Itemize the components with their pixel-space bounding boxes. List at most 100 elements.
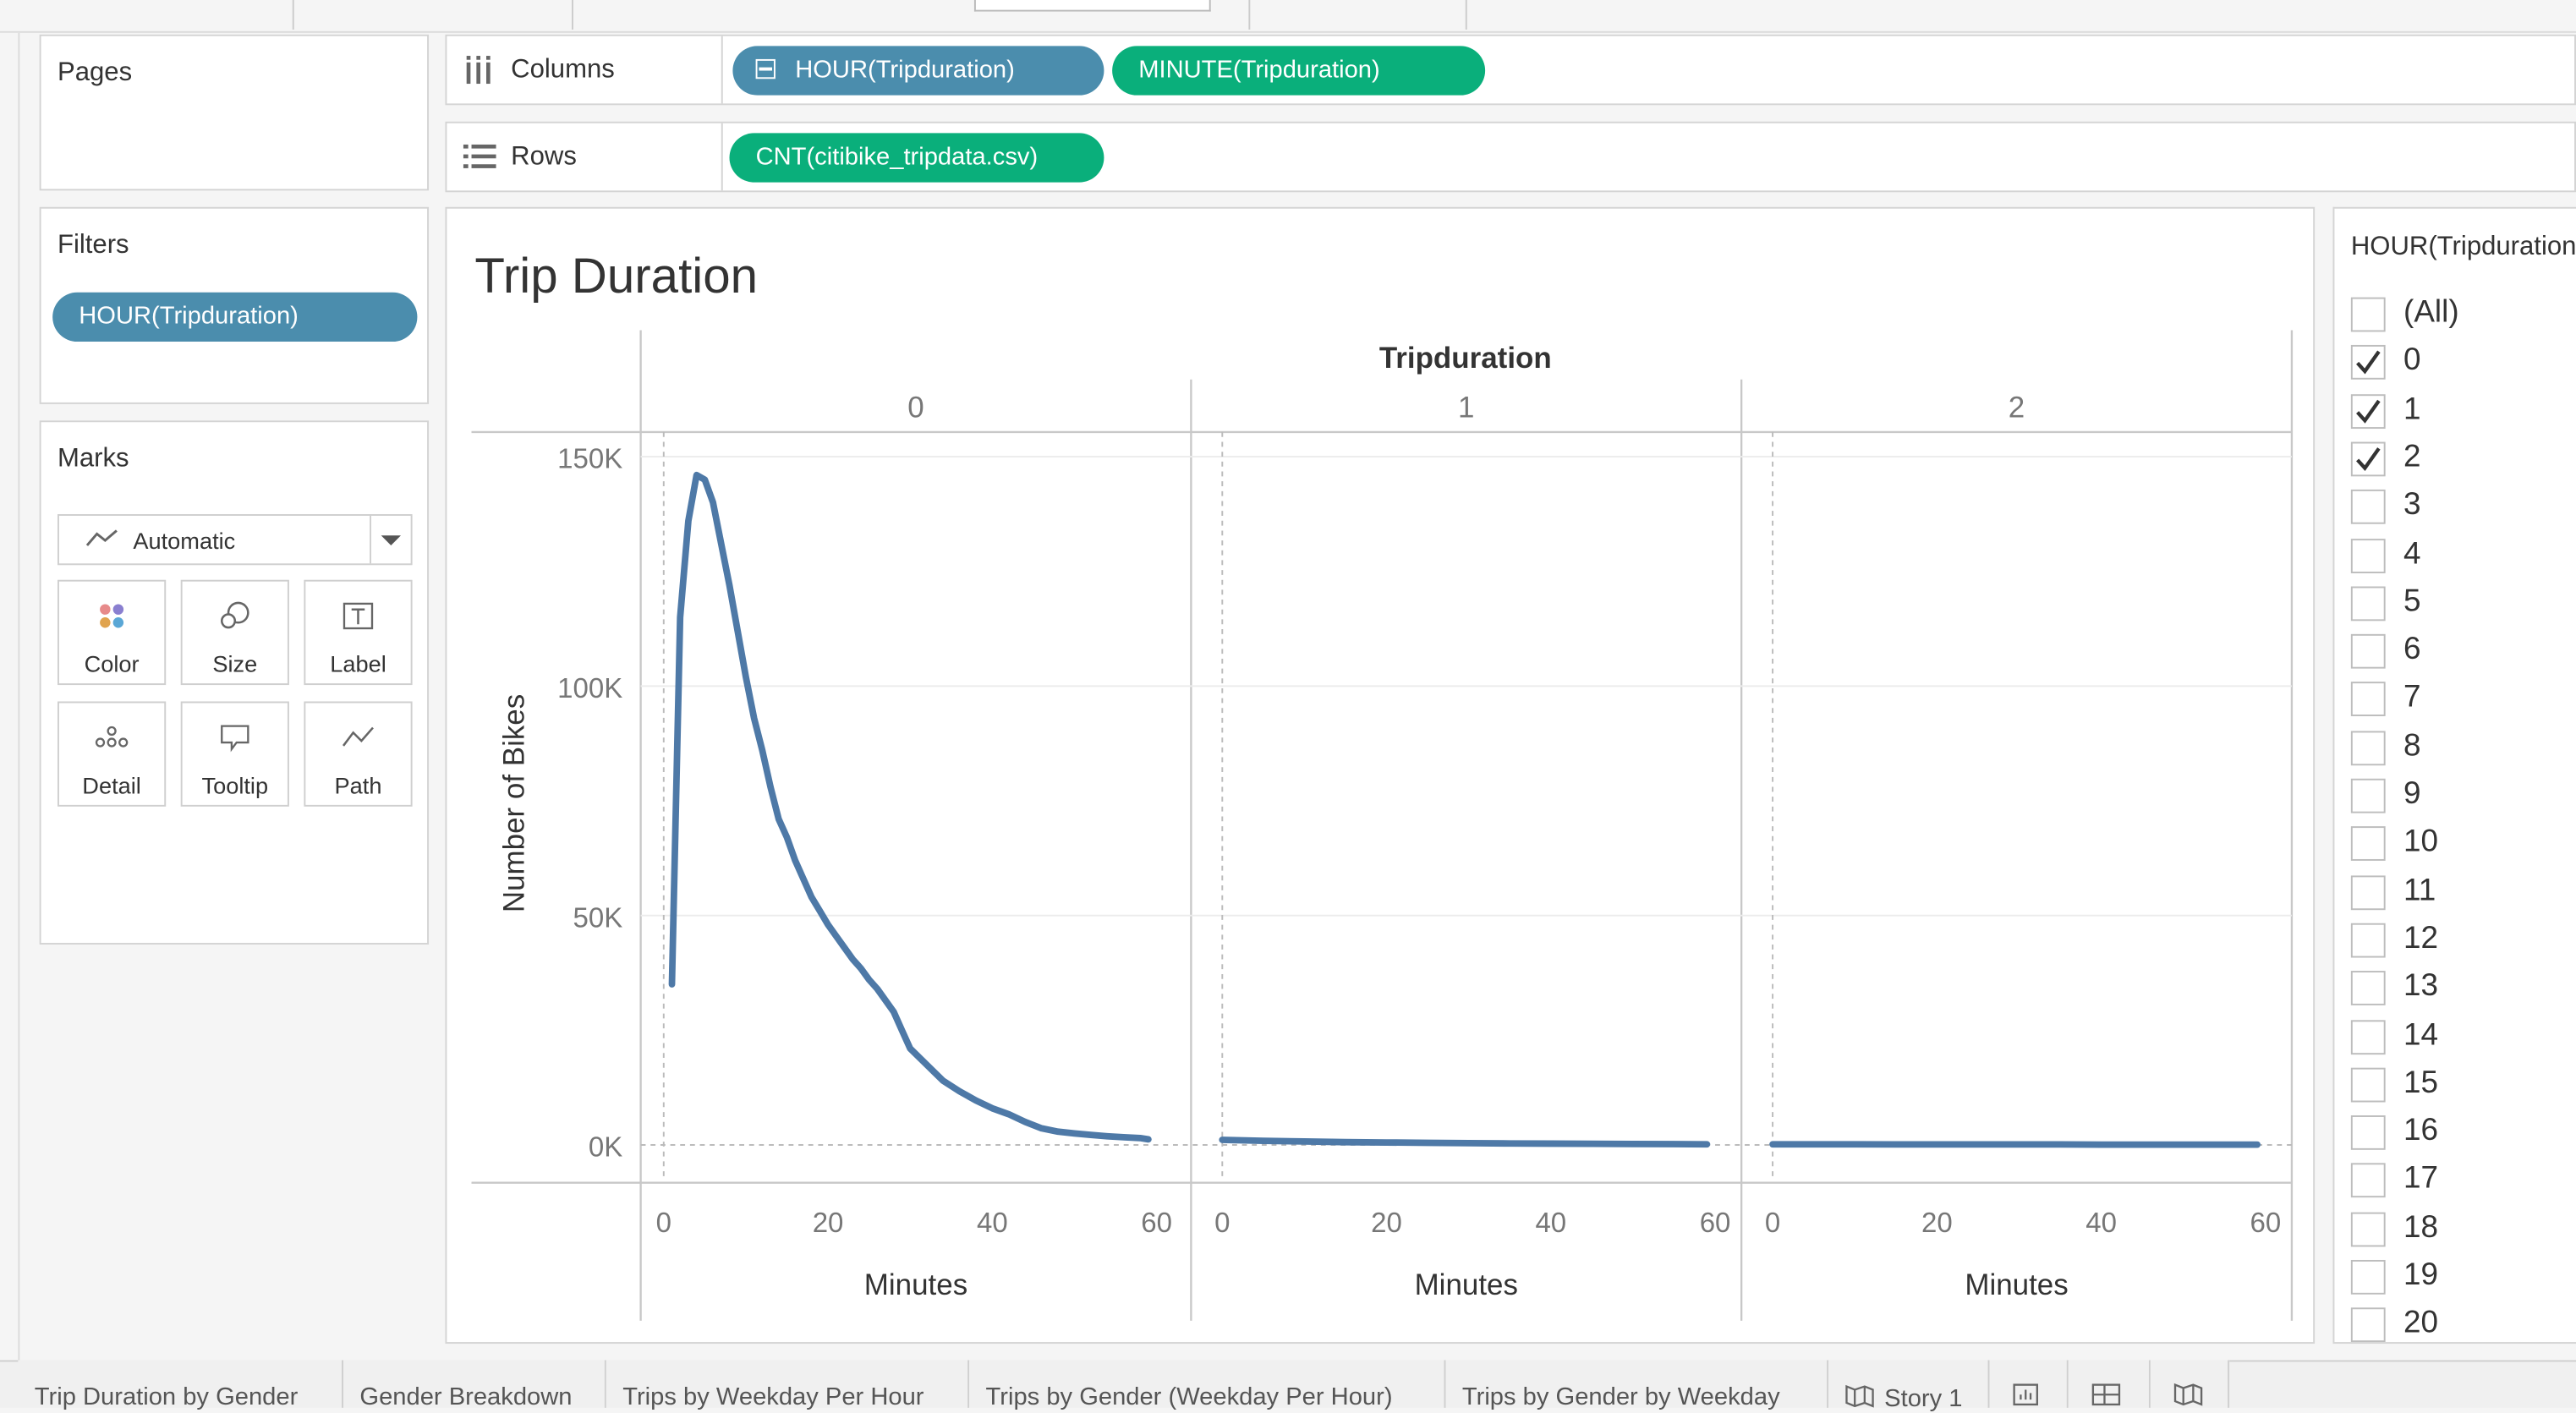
checkbox-unchecked[interactable] — [2351, 1212, 2386, 1246]
x-axis-label: Minutes — [864, 1268, 967, 1301]
checkbox-checked[interactable] — [2351, 346, 2386, 381]
tab-story-1-label: Story 1 — [1884, 1385, 1962, 1413]
filter-item-label: 7 — [2403, 681, 2421, 717]
mark-type-dropdown[interactable]: Automatic — [58, 514, 413, 565]
checkbox-unchecked[interactable] — [2351, 923, 2386, 958]
new-story-tab[interactable] — [2151, 1360, 2229, 1407]
checkbox-checked[interactable] — [2351, 441, 2386, 476]
check-icon — [2353, 395, 2384, 426]
dropdown-divider — [370, 516, 371, 563]
checkbox-unchecked[interactable] — [2351, 586, 2386, 621]
checkbox-unchecked[interactable] — [2351, 731, 2386, 765]
x-tick-label: 60 — [1141, 1207, 1172, 1238]
checkbox-unchecked[interactable] — [2351, 1308, 2386, 1343]
rows-label: Rows — [511, 143, 577, 173]
tab-gender-breakdown[interactable]: Gender Breakdown — [343, 1360, 606, 1407]
facet-header-label: 0 — [907, 391, 924, 424]
filter-item-label: 6 — [2403, 633, 2421, 669]
x-tick-label: 0 — [656, 1207, 671, 1238]
filter-item-label: 2 — [2403, 440, 2421, 476]
columns-pill-hour-label: HOUR(Tripduration) — [795, 56, 1015, 84]
x-axis-label: Minutes — [1965, 1268, 2068, 1301]
x-tick-label: 20 — [1921, 1207, 1953, 1238]
filter-pill-hour[interactable]: HOUR(Tripduration) — [52, 293, 417, 342]
y-tick-label: 150K — [557, 443, 622, 474]
filter-item-label: 20 — [2403, 1306, 2438, 1343]
text-label-icon — [305, 601, 410, 634]
pages-card[interactable]: Pages — [40, 35, 429, 191]
checkbox-unchecked[interactable] — [2351, 1115, 2386, 1150]
color-button[interactable]: Color — [58, 580, 166, 685]
rows-pill-count[interactable]: CNT(citibike_tripdata.csv) — [730, 133, 1104, 182]
left-rail — [0, 33, 19, 1361]
toolbar-divider — [293, 0, 294, 30]
checkbox-unchecked[interactable] — [2351, 1019, 2386, 1054]
rows-icon — [463, 143, 496, 169]
path-button[interactable]: Path — [304, 701, 412, 806]
checkbox-unchecked[interactable] — [2351, 1260, 2386, 1295]
tooltip-button[interactable]: Tooltip — [181, 701, 289, 806]
chevron-down-icon[interactable] — [380, 532, 403, 548]
filter-item-label: 15 — [2403, 1065, 2438, 1102]
detail-button[interactable]: Detail — [58, 701, 166, 806]
x-tick-label: 40 — [2085, 1207, 2117, 1238]
checkbox-unchecked[interactable] — [2351, 1067, 2386, 1102]
checkbox-unchecked[interactable] — [2351, 827, 2386, 862]
checkbox-unchecked[interactable] — [2351, 634, 2386, 669]
checkbox-unchecked[interactable] — [2351, 875, 2386, 910]
line-mark-icon — [85, 528, 118, 550]
new-story-icon — [2173, 1383, 2203, 1406]
filter-item-label: 17 — [2403, 1162, 2438, 1198]
checkbox-checked[interactable] — [2351, 393, 2386, 428]
filter-item-label: 11 — [2403, 874, 2436, 910]
size-label: Size — [183, 650, 288, 676]
checkbox-unchecked[interactable] — [2351, 490, 2386, 524]
rows-shelf[interactable]: Rows CNT(citibike_tripdata.csv) — [445, 122, 2576, 193]
checkbox-unchecked[interactable] — [2351, 1164, 2386, 1198]
y-tick-label: 0K — [589, 1131, 622, 1163]
toolbar — [0, 0, 2576, 33]
series-line-hour-0 — [672, 475, 1148, 1140]
tab-trips-by-weekday-per-hour[interactable]: Trips by Weekday Per Hour — [606, 1360, 969, 1407]
tab-trips-by-gender-weekday-per-hour[interactable]: Trips by Gender (Weekday Per Hour) — [969, 1360, 1445, 1407]
color-icon — [59, 601, 164, 634]
tab-trip-duration-by-gender[interactable]: Trip Duration by Gender — [18, 1360, 343, 1407]
mark-type-label: Automatic — [133, 528, 235, 554]
checkbox-unchecked[interactable] — [2351, 971, 2386, 1005]
x-tick-label: 40 — [1535, 1207, 1566, 1238]
y-tick-label: 100K — [557, 672, 622, 704]
filter-item-label: 0 — [2403, 344, 2421, 381]
tab-trips-by-gender-by-weekday[interactable]: Trips by Gender by Weekday — [1445, 1360, 1828, 1407]
toolbar-divider — [1466, 0, 1467, 30]
label-button[interactable]: Label — [304, 580, 412, 685]
path-label: Path — [305, 772, 410, 798]
marks-card: Marks Automatic Color — [40, 420, 429, 945]
columns-pill-minute[interactable]: MINUTE(Tripduration) — [1112, 46, 1485, 95]
checkbox-unchecked[interactable] — [2351, 538, 2386, 572]
tooltip-icon — [183, 723, 288, 756]
x-tick-label: 20 — [813, 1207, 844, 1238]
collapse-icon[interactable] — [756, 59, 776, 79]
filter-item-label: 1 — [2403, 392, 2421, 428]
toolbar-search-box[interactable] — [974, 0, 1211, 12]
color-label: Color — [59, 650, 164, 676]
toolbar-divider — [1248, 0, 1250, 30]
checkbox-unchecked[interactable] — [2351, 682, 2386, 717]
checkbox-unchecked[interactable] — [2351, 298, 2386, 332]
new-dashboard-tab[interactable] — [2069, 1360, 2151, 1407]
tab-story-1[interactable]: Story 1 — [1828, 1360, 1989, 1407]
new-worksheet-tab[interactable] — [1989, 1360, 2068, 1407]
size-button[interactable]: Size — [181, 580, 289, 685]
x-tick-label: 60 — [2250, 1207, 2281, 1238]
filter-item-label: 19 — [2403, 1258, 2438, 1295]
filter-item-label: 14 — [2403, 1017, 2438, 1054]
columns-pill-hour[interactable]: HOUR(Tripduration) — [732, 46, 1104, 95]
x-tick-label: 0 — [1214, 1207, 1230, 1238]
columns-icon — [463, 56, 493, 85]
pages-title: Pages — [58, 59, 132, 89]
columns-shelf[interactable]: Columns HOUR(Tripduration) MINUTE(Tripdu… — [445, 35, 2576, 106]
filters-card[interactable]: Filters HOUR(Tripduration) — [40, 207, 429, 404]
checkbox-unchecked[interactable] — [2351, 779, 2386, 813]
facet-header-title: Tripduration — [1379, 342, 1552, 375]
